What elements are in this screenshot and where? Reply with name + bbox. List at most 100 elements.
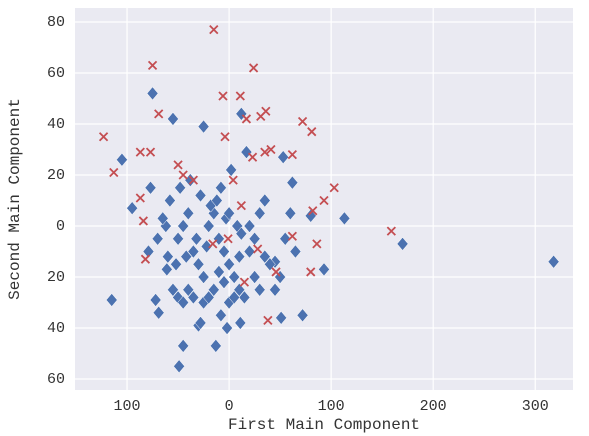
- point: [151, 231, 164, 246]
- point: [109, 167, 119, 178]
- point: [161, 262, 173, 277]
- point: [116, 152, 128, 167]
- point: [209, 25, 219, 35]
- point: [144, 180, 157, 195]
- point: [234, 316, 247, 330]
- point: [142, 244, 155, 259]
- point: [126, 201, 138, 216]
- point: [307, 127, 317, 137]
- y-tick-label: 20: [47, 269, 65, 286]
- point: [338, 211, 351, 226]
- point: [239, 277, 250, 287]
- point: [297, 116, 308, 127]
- point: [289, 244, 302, 259]
- point: [248, 270, 261, 284]
- point: [248, 63, 259, 73]
- point: [269, 282, 281, 297]
- point: [207, 282, 220, 297]
- point: [218, 244, 230, 259]
- point: [105, 293, 118, 307]
- point: [211, 193, 223, 208]
- point: [256, 111, 266, 122]
- y-tick-label: 0: [56, 218, 65, 235]
- point: [225, 163, 237, 177]
- point: [210, 338, 222, 353]
- point: [228, 175, 238, 185]
- point: [223, 206, 235, 221]
- point: [147, 60, 158, 71]
- point: [275, 310, 287, 325]
- point: [235, 106, 248, 121]
- marks: [98, 25, 560, 374]
- point: [202, 219, 215, 233]
- point: [264, 257, 276, 272]
- point: [170, 257, 182, 272]
- point: [296, 308, 309, 323]
- point: [279, 231, 292, 246]
- x-tick-label: 100: [318, 398, 345, 415]
- point: [187, 244, 200, 259]
- point: [308, 206, 318, 216]
- point: [258, 249, 271, 264]
- point: [167, 112, 179, 126]
- point: [253, 244, 263, 254]
- point: [215, 180, 227, 195]
- y-tick-label: 20: [47, 167, 65, 184]
- point: [233, 282, 246, 297]
- point: [266, 144, 276, 155]
- point: [306, 267, 316, 277]
- point: [197, 270, 210, 284]
- point: [156, 211, 169, 226]
- point: [221, 321, 233, 335]
- point: [286, 175, 299, 190]
- point: [271, 267, 281, 277]
- point: [329, 183, 339, 193]
- point: [172, 231, 184, 246]
- point: [319, 195, 329, 206]
- point: [164, 193, 176, 208]
- point: [236, 200, 246, 211]
- point: [173, 160, 183, 170]
- point: [223, 234, 233, 244]
- x-axis-label: First Main Component: [228, 416, 420, 434]
- point: [253, 282, 266, 297]
- point: [98, 132, 109, 142]
- point: [287, 149, 298, 160]
- point: [194, 188, 207, 203]
- point: [240, 145, 253, 159]
- point: [182, 282, 195, 297]
- point: [312, 239, 322, 249]
- point: [146, 86, 159, 101]
- point: [140, 254, 151, 264]
- point: [218, 91, 228, 101]
- point: [263, 315, 273, 326]
- point: [396, 236, 409, 251]
- x-tick-label: 200: [420, 398, 447, 415]
- point: [318, 262, 330, 277]
- point: [208, 239, 218, 249]
- point: [180, 249, 193, 264]
- point: [172, 290, 184, 305]
- point: [233, 249, 246, 264]
- point: [190, 231, 203, 246]
- point: [228, 270, 241, 284]
- y-tick-label: 40: [47, 320, 65, 337]
- point: [243, 219, 256, 233]
- x-tick-label: 100: [114, 398, 141, 415]
- point: [152, 305, 165, 320]
- point: [213, 231, 225, 246]
- point: [197, 119, 210, 134]
- point: [247, 152, 258, 162]
- y-axis-label: Second Main Component: [6, 98, 24, 300]
- point: [162, 249, 174, 264]
- point: [177, 295, 189, 310]
- point: [547, 254, 560, 269]
- y-tick-label: 60: [47, 65, 65, 82]
- point: [238, 290, 251, 305]
- point: [177, 338, 189, 353]
- point: [215, 308, 227, 323]
- point: [223, 257, 235, 272]
- x-tick-label: 300: [522, 398, 549, 415]
- point: [149, 293, 162, 307]
